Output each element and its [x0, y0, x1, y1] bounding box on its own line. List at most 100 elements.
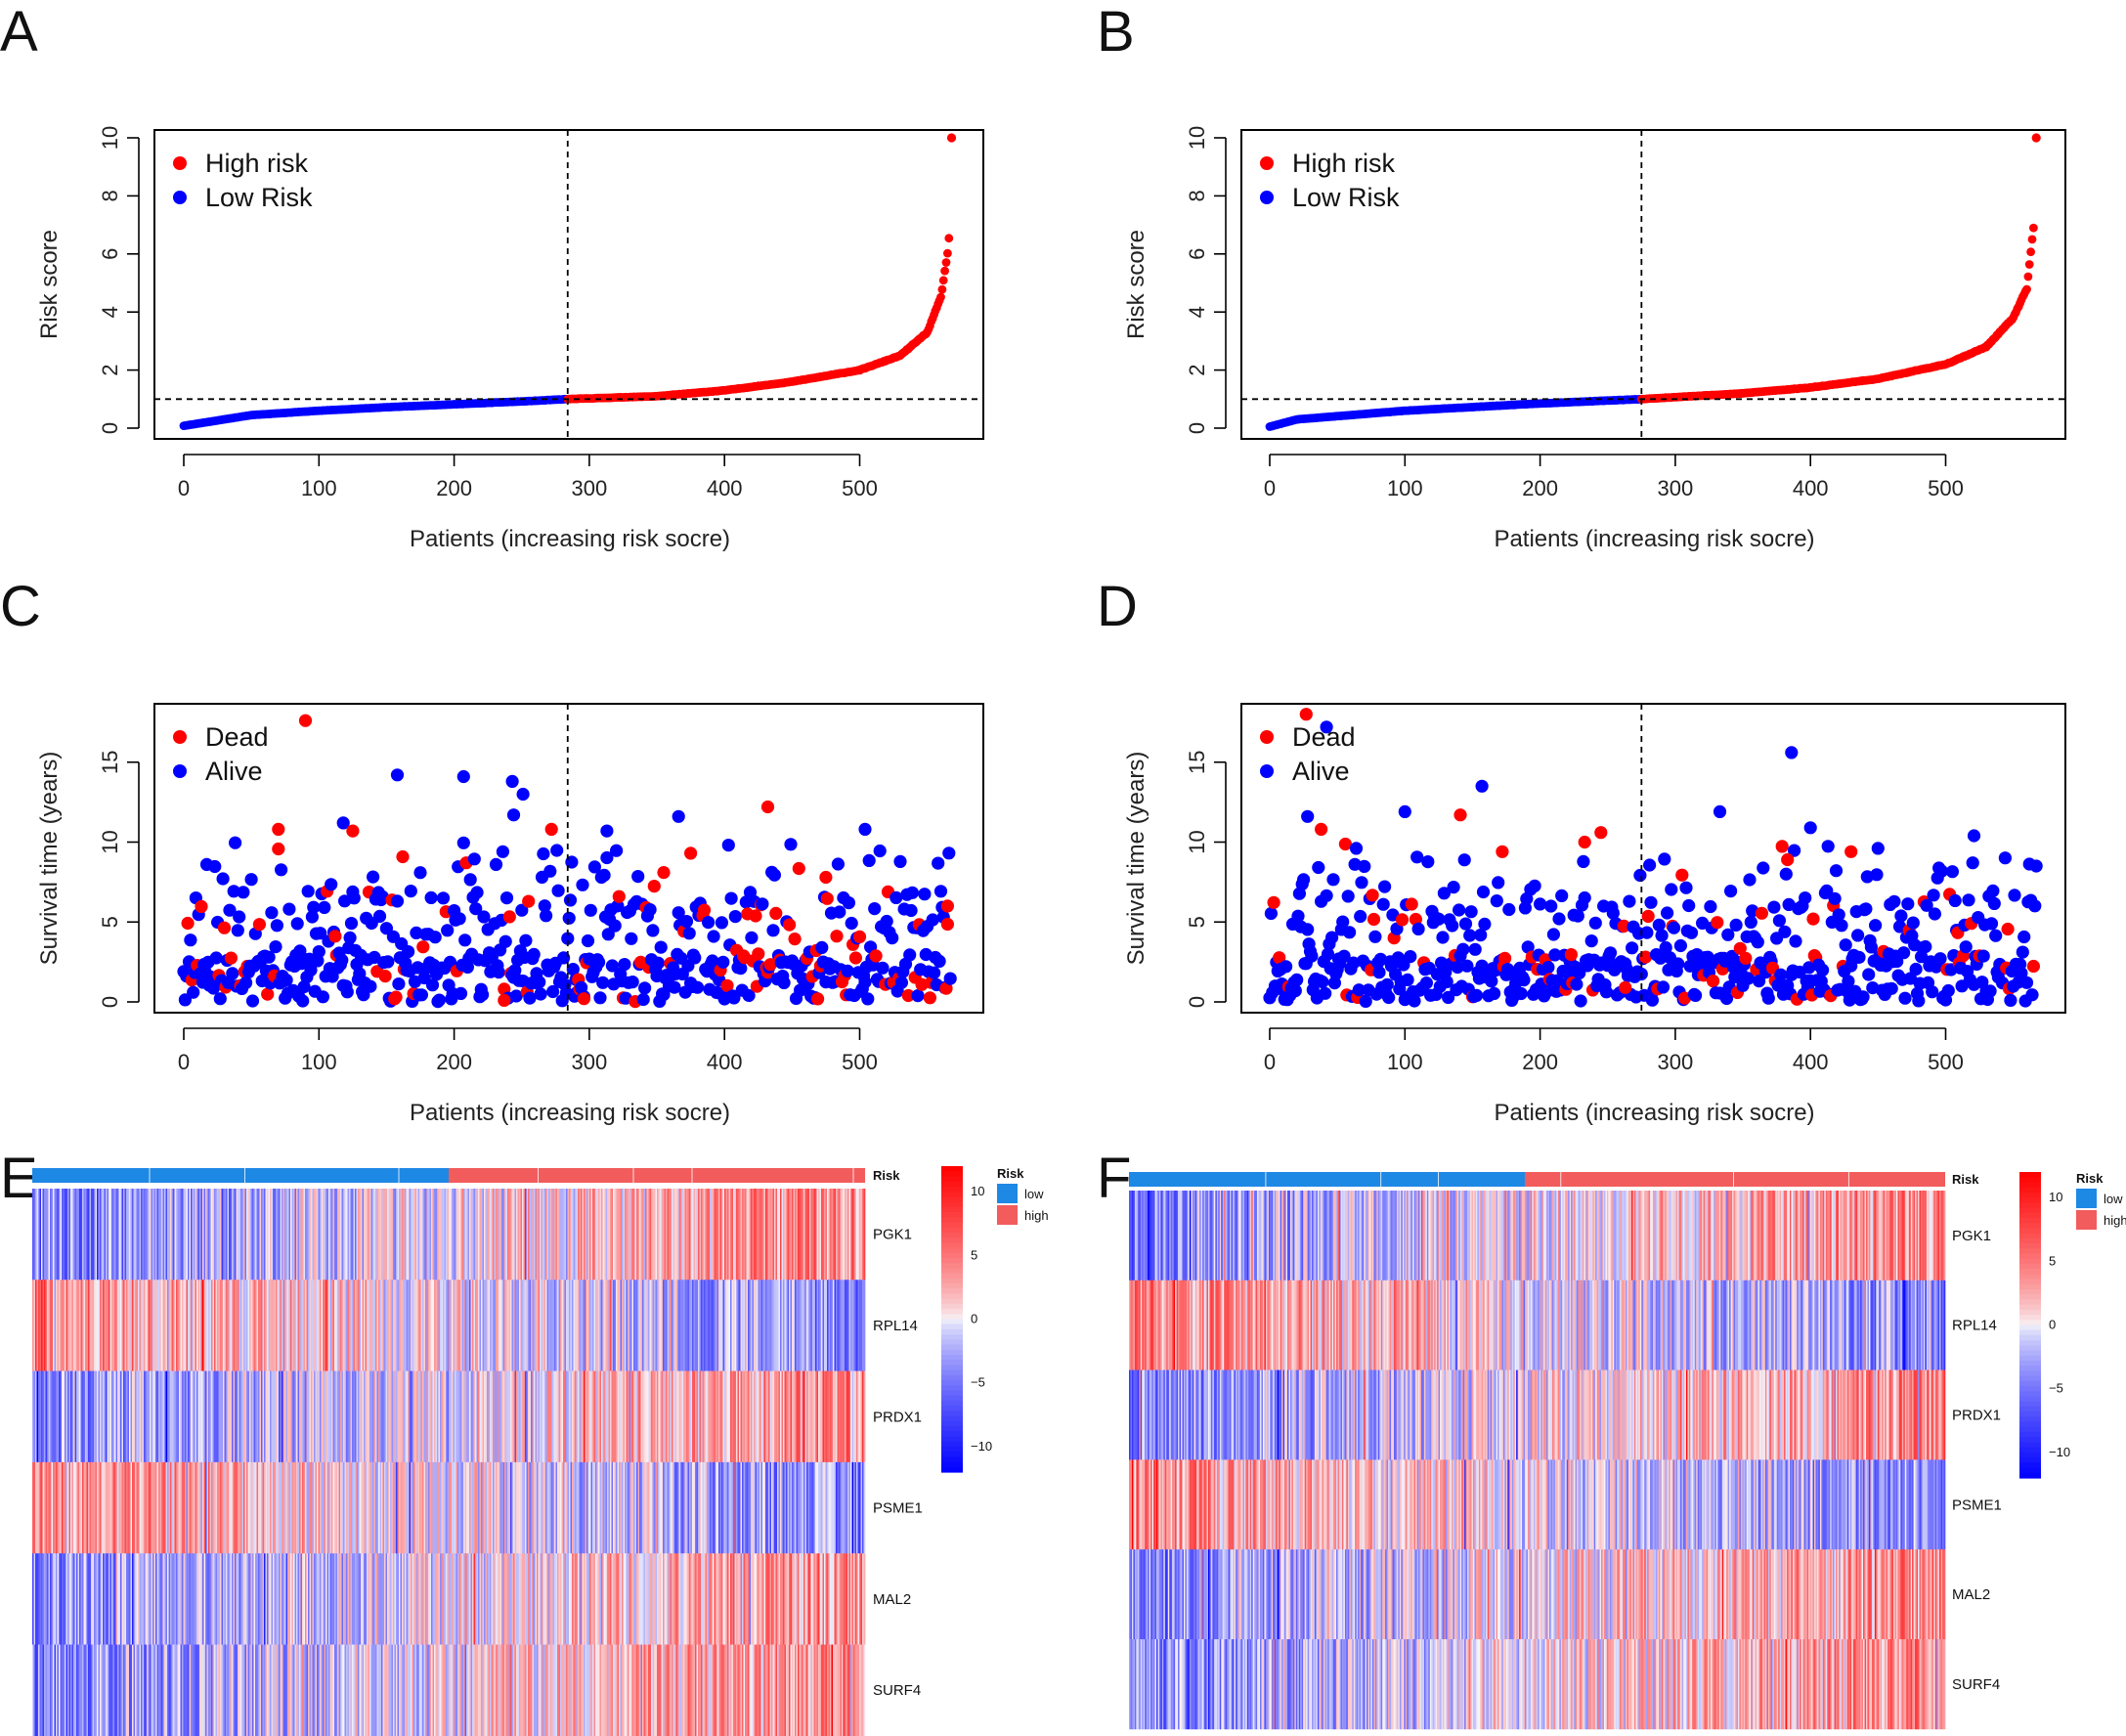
alive-point [1829, 864, 1844, 878]
dead-point [1367, 912, 1381, 927]
y-axis-title: Survival time (years) [1123, 752, 1150, 966]
x-tick-label: 300 [572, 476, 608, 500]
high-risk-point [940, 266, 949, 276]
alive-point [886, 932, 899, 945]
high-risk-point [2024, 260, 2034, 269]
alive-point [1349, 842, 1364, 855]
alive-point [1912, 994, 1926, 1008]
alive-point [477, 910, 491, 924]
alive-point [489, 857, 503, 872]
x-tick-label: 300 [572, 1050, 608, 1074]
alive-point [454, 986, 468, 1001]
alive-point [1577, 854, 1590, 869]
y-tick-label: 4 [1185, 306, 1209, 318]
dead-point [1564, 948, 1578, 962]
alive-point [584, 903, 597, 917]
alive-point [1704, 899, 1717, 914]
alive-point [1502, 902, 1516, 917]
dead-point [1453, 808, 1467, 822]
alive-point [508, 964, 522, 977]
alive-point [537, 846, 550, 861]
alive-point [1456, 942, 1470, 956]
alive-point [1665, 883, 1678, 896]
alive-point [1772, 914, 1786, 928]
alive-point [231, 924, 244, 937]
alive-point [1633, 868, 1647, 883]
alive-point [1436, 931, 1450, 944]
alive-point [581, 933, 595, 948]
x-tick-label: 500 [1928, 1050, 1964, 1074]
alive-point [2016, 945, 2029, 959]
dead-point [272, 842, 285, 856]
alive-point [1919, 939, 1932, 954]
alive-point [880, 914, 893, 929]
alive-point [347, 891, 361, 905]
alive-point [226, 967, 239, 980]
dead-point [224, 951, 238, 965]
alive-point [411, 961, 424, 975]
y-tick-label: 10 [1185, 830, 1209, 853]
dead-point [498, 993, 511, 1007]
alive-point [596, 976, 610, 989]
y-tick-label: 15 [1185, 751, 1209, 774]
alive-point [1724, 885, 1738, 898]
dead-point [502, 910, 516, 924]
alive-point [368, 950, 381, 965]
alive-point [1897, 946, 1911, 960]
alive-point [1320, 889, 1333, 902]
dead-point [869, 949, 883, 963]
alive-point [1584, 934, 1598, 948]
x-tick-label: 500 [1928, 476, 1964, 500]
panel-c-survival: 0 100 200 300 400 500 0 5 10 15 Patients… [36, 703, 984, 1126]
alive-point [1458, 917, 1473, 931]
dead-point [252, 918, 266, 932]
y-axis: 0 2 4 6 8 10 [98, 126, 140, 434]
alive-point [1359, 994, 1372, 1008]
alive-point [1673, 938, 1687, 953]
alive-point [742, 988, 756, 1003]
alive-point [1894, 909, 1908, 923]
dead-point [1594, 826, 1608, 840]
legend-dot [1260, 730, 1274, 744]
y-axis-title: Survival time (years) [36, 752, 63, 966]
alive-point [343, 931, 357, 945]
x-tick-label: 400 [1793, 476, 1829, 500]
y-tick-label: 8 [98, 190, 122, 201]
alive-point [933, 885, 948, 898]
dead-point [1267, 895, 1280, 909]
alive-point [2008, 889, 2021, 902]
panel-letter-e: E [0, 1147, 38, 1210]
alive-point [716, 955, 730, 969]
alive-point [527, 947, 541, 962]
alive-point [469, 902, 483, 916]
alive-point [1729, 918, 1743, 933]
alive-point [1411, 922, 1425, 936]
alive-point [1933, 952, 1947, 966]
alive-point [206, 981, 220, 995]
dead-point [1775, 840, 1789, 853]
panel-letter-d: D [1097, 575, 1138, 638]
legend-dot [1260, 156, 1274, 170]
legend-label: Alive [1292, 757, 1350, 786]
dead-point [697, 903, 712, 917]
alive-point [1656, 980, 1670, 994]
x-tick-label: 200 [436, 476, 472, 500]
dead-point [416, 940, 430, 954]
x-tick-label: 0 [1264, 1050, 1276, 1074]
alive-point [458, 933, 472, 947]
panel-letter-c: C [0, 575, 41, 638]
alive-point [456, 769, 470, 784]
alive-point [893, 854, 907, 869]
alive-point [499, 891, 514, 905]
alive-point [858, 822, 872, 837]
dead-point [1498, 951, 1512, 966]
legend-dot [173, 764, 187, 778]
alive-point [1927, 889, 1940, 902]
alive-point [1906, 916, 1920, 930]
alive-point [213, 992, 227, 1006]
alive-point [1382, 990, 1396, 1005]
alive-point [702, 916, 716, 930]
dead-point [792, 861, 805, 876]
y-tick-label: 2 [98, 364, 122, 375]
